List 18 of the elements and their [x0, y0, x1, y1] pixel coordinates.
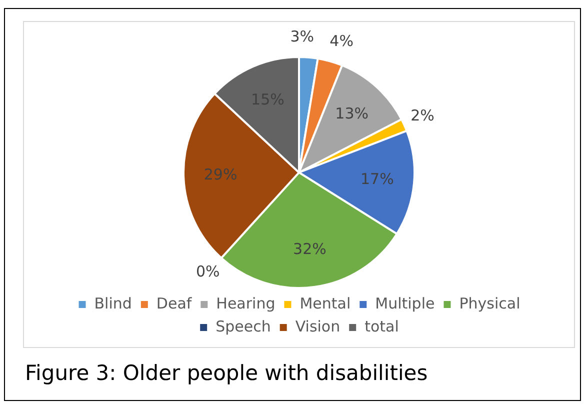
data-label: 13% [335, 104, 368, 122]
text: 0% [196, 262, 220, 281]
legend-label: Physical [459, 294, 520, 312]
legend-label: Speech [216, 317, 271, 336]
data-label: 29% [204, 166, 238, 184]
data-label: 3% [290, 27, 314, 46]
data-label: 4% [330, 32, 354, 50]
legend-label: Hearing [216, 294, 276, 312]
data-label: 2% [410, 106, 434, 125]
legend-label: Deaf [156, 294, 192, 312]
caption: Figure 3: Older people with disabilities [25, 361, 428, 385]
data-label: 32% [293, 240, 326, 258]
data-label: 17% [360, 170, 394, 188]
legend-label: Mental [300, 294, 351, 312]
legend-label: Multiple [375, 294, 435, 312]
legend-label: Vision [295, 317, 340, 336]
legend-label: Blind [94, 294, 132, 312]
legend-label: total [364, 317, 399, 336]
